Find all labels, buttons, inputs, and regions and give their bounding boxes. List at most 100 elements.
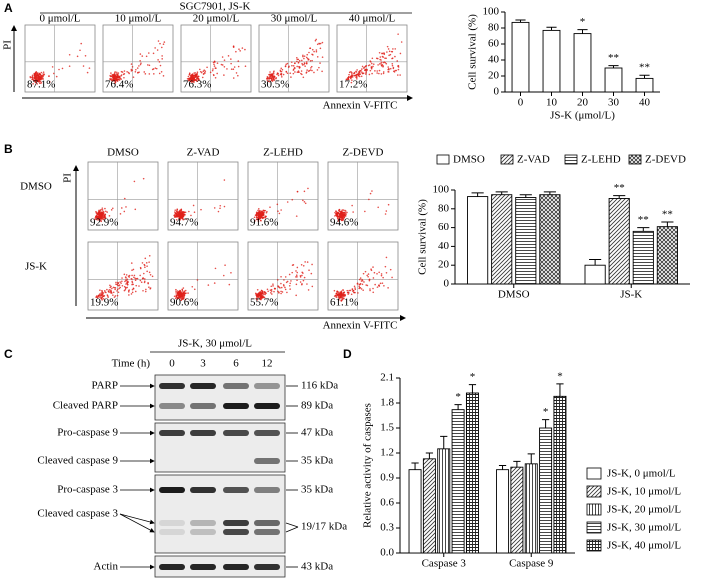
flow-dot (135, 68, 137, 71)
label-arrow (119, 513, 155, 533)
flow-dot (159, 64, 162, 67)
flow-dot (221, 56, 224, 58)
flow-dot (148, 286, 150, 289)
flow-dot (306, 57, 309, 60)
flow-dot (157, 59, 159, 61)
flow-dot (217, 210, 220, 213)
flow-dot (174, 209, 177, 211)
flow-dot (255, 216, 258, 218)
flow-dot (256, 218, 259, 221)
flow-dot (341, 296, 343, 299)
flow-dot (212, 61, 215, 64)
flow-dot (53, 72, 55, 75)
flow-dot (159, 42, 161, 45)
flow-dot (372, 277, 375, 279)
flow-dot (334, 294, 337, 297)
flow-dot (378, 284, 380, 287)
flow-dot (98, 296, 101, 298)
flow-dot (116, 80, 119, 83)
blot-band (254, 487, 280, 493)
flow-dot (180, 294, 182, 297)
error-bar (637, 227, 650, 232)
flow-dot (358, 286, 361, 289)
error-bar (527, 453, 535, 464)
axis-title: PI (2, 40, 14, 50)
flow-dot (306, 69, 308, 71)
flow-dot (255, 211, 258, 214)
flow-dot (376, 72, 378, 74)
blot-band (254, 529, 280, 535)
flow-dot (295, 274, 298, 277)
flow-dot (319, 42, 322, 45)
dose-label: 20 μmol/L (193, 13, 240, 25)
flow-dot (378, 69, 381, 72)
flow-dot (133, 276, 135, 279)
x-tick-label: JS-K (620, 289, 642, 301)
flow-dot (294, 62, 296, 64)
flow-dot (142, 177, 145, 180)
flow-dot (187, 292, 189, 294)
flow-dot (278, 292, 280, 294)
flow-dot (100, 297, 102, 300)
flow-dot (349, 76, 351, 79)
flow-dot (125, 277, 127, 279)
flow-dot (299, 281, 302, 283)
flow-dot (117, 291, 120, 294)
flow-dot (68, 65, 71, 67)
row-label: JS-K (25, 261, 47, 273)
flow-dot (130, 262, 133, 264)
flow-dot (368, 73, 371, 76)
gate-percent: 92.9% (90, 217, 118, 229)
flow-dot (133, 274, 136, 277)
flow-dot (182, 291, 184, 294)
flow-dot (354, 288, 357, 291)
flow-dot (296, 276, 298, 278)
flow-dot (148, 73, 151, 75)
flow-dot (347, 78, 349, 80)
flow-dot (271, 293, 273, 295)
flow-dot (130, 70, 133, 72)
flow-dot (302, 54, 304, 57)
flow-dot (351, 74, 353, 77)
flow-dot (259, 210, 262, 212)
flow-dot (277, 210, 279, 212)
flow-dot (296, 60, 298, 63)
flow-dot (149, 274, 152, 276)
flow-dot (380, 61, 383, 64)
flow-dot (216, 72, 218, 75)
flow-dot (32, 83, 34, 85)
flow-dot (283, 279, 285, 281)
flow-dot (125, 206, 127, 208)
flow-dot (114, 295, 117, 297)
bar (608, 198, 630, 285)
error-bar (411, 462, 419, 470)
protein-label: Pro-caspase 9 (57, 427, 118, 439)
panel-title: SGC7901, JS-K (180, 1, 251, 13)
flow-dot (276, 72, 279, 74)
flow-dot (267, 290, 269, 293)
flow-dot (95, 215, 98, 217)
column-label: Z-DEVD (343, 147, 384, 159)
flow-dot (36, 77, 39, 79)
flow-dot (221, 64, 224, 66)
flow-dot (358, 278, 361, 281)
flow-dot (382, 56, 385, 58)
flow-dot (146, 270, 148, 273)
flow-dot (123, 285, 126, 288)
flow-dot (304, 202, 307, 205)
y-tick-label: 0.0 (380, 547, 394, 559)
protein-label: Pro-caspase 3 (57, 484, 118, 496)
flow-dot (192, 75, 195, 78)
blot-band (254, 430, 280, 436)
blot-band (223, 520, 249, 526)
flow-dot (154, 67, 157, 69)
flow-dot (369, 192, 372, 195)
size-label: 47 kDa (301, 427, 333, 439)
flow-dot (394, 69, 396, 72)
flow-dot (341, 293, 343, 295)
flow-dot (370, 61, 372, 63)
flow-dot (213, 74, 215, 77)
flow-dot (181, 296, 184, 299)
row-label: DMSO (20, 181, 52, 193)
flow-dot (358, 285, 361, 287)
